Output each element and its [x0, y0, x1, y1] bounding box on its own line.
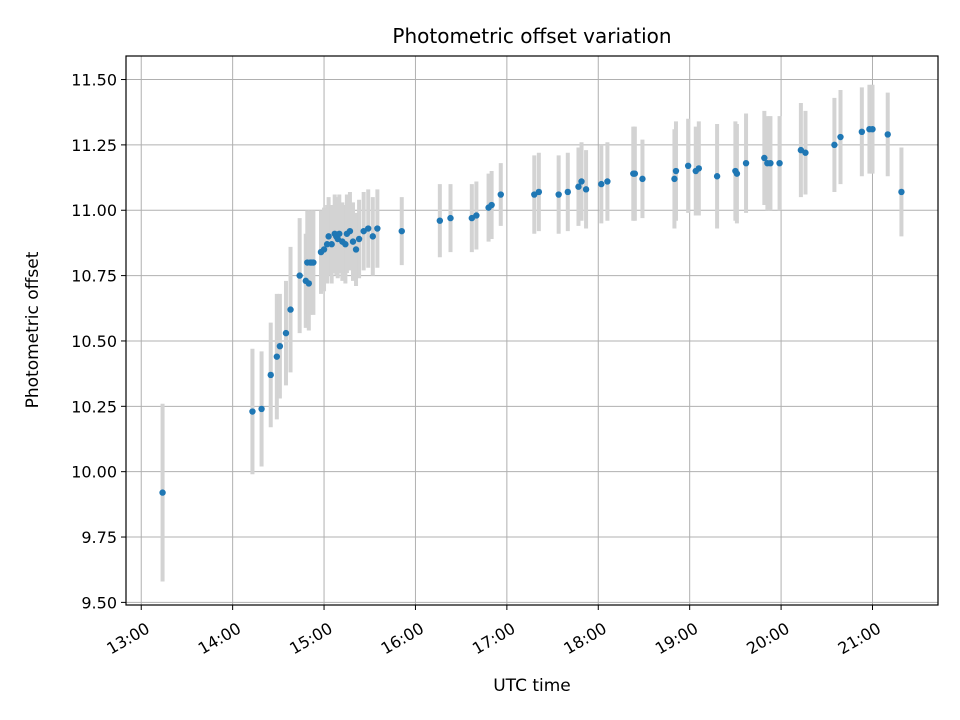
data-point — [858, 128, 866, 136]
y-tick-label: 10.75 — [71, 267, 117, 286]
y-tick-label: 10.50 — [71, 332, 117, 351]
data-point — [564, 188, 572, 196]
data-point — [604, 178, 611, 185]
y-tick-label: 10.00 — [71, 463, 117, 482]
data-point — [575, 183, 582, 190]
y-tick-label: 11.25 — [71, 136, 117, 155]
data-point — [323, 241, 331, 248]
data-point — [369, 233, 376, 240]
data-point — [346, 227, 354, 235]
data-point — [325, 233, 332, 240]
data-point — [869, 126, 876, 133]
data-point — [776, 159, 783, 167]
y-tick-label: 11.00 — [71, 201, 117, 220]
data-point — [342, 241, 349, 248]
grid — [126, 56, 938, 605]
data-point — [631, 170, 639, 177]
data-point — [282, 329, 290, 337]
data-point — [497, 191, 504, 198]
data-point — [447, 214, 454, 222]
data-point — [349, 238, 357, 245]
data-point — [267, 371, 274, 379]
data-point — [802, 149, 809, 156]
data-point — [695, 165, 703, 172]
data-point — [273, 353, 281, 360]
data-point — [672, 167, 680, 175]
data-point — [336, 230, 343, 237]
data-point — [374, 225, 381, 232]
y-axis: 9.50 9.75 10.00 10.25 10.50 10.75 11.00 11.25 11… — [71, 71, 126, 612]
data-point — [296, 272, 303, 279]
data-point — [742, 159, 750, 167]
data-point — [684, 162, 692, 169]
data-point — [159, 489, 166, 496]
data-point — [713, 173, 721, 180]
data-point — [436, 217, 444, 224]
data-point — [488, 201, 495, 209]
data-point — [310, 259, 317, 266]
data-point — [473, 212, 480, 219]
data-point — [249, 408, 256, 415]
data-point — [578, 178, 585, 185]
x-axis-title: UTC time — [493, 676, 571, 696]
data-point — [355, 235, 363, 243]
y-tick-label: 9.75 — [81, 528, 117, 547]
data-point — [884, 131, 891, 138]
data-point — [258, 405, 265, 413]
chart-title: Photometric offset variation — [392, 24, 671, 48]
data-points — [159, 126, 905, 496]
data-point — [837, 133, 844, 141]
data-point — [898, 188, 905, 196]
data-point — [398, 227, 405, 235]
data-point — [761, 154, 768, 162]
data-point — [639, 175, 646, 183]
y-tick-label: 10.25 — [71, 397, 117, 416]
data-point — [831, 141, 838, 149]
y-tick-label: 11.50 — [71, 71, 117, 90]
data-point — [535, 188, 543, 196]
data-point — [305, 280, 313, 287]
data-point — [598, 180, 605, 188]
y-axis-title: Photometric offset — [23, 251, 43, 408]
data-point — [328, 241, 335, 248]
data-point — [767, 159, 774, 167]
data-point — [671, 175, 678, 183]
data-point — [352, 246, 360, 253]
data-point — [733, 170, 741, 177]
data-point — [287, 306, 294, 313]
y-tick-label: 9.50 — [81, 593, 117, 612]
data-point — [365, 225, 372, 232]
data-point — [320, 246, 328, 253]
data-point — [276, 342, 284, 350]
plot-area-frame — [125, 55, 939, 606]
data-point — [582, 186, 590, 193]
data-point — [555, 191, 562, 198]
